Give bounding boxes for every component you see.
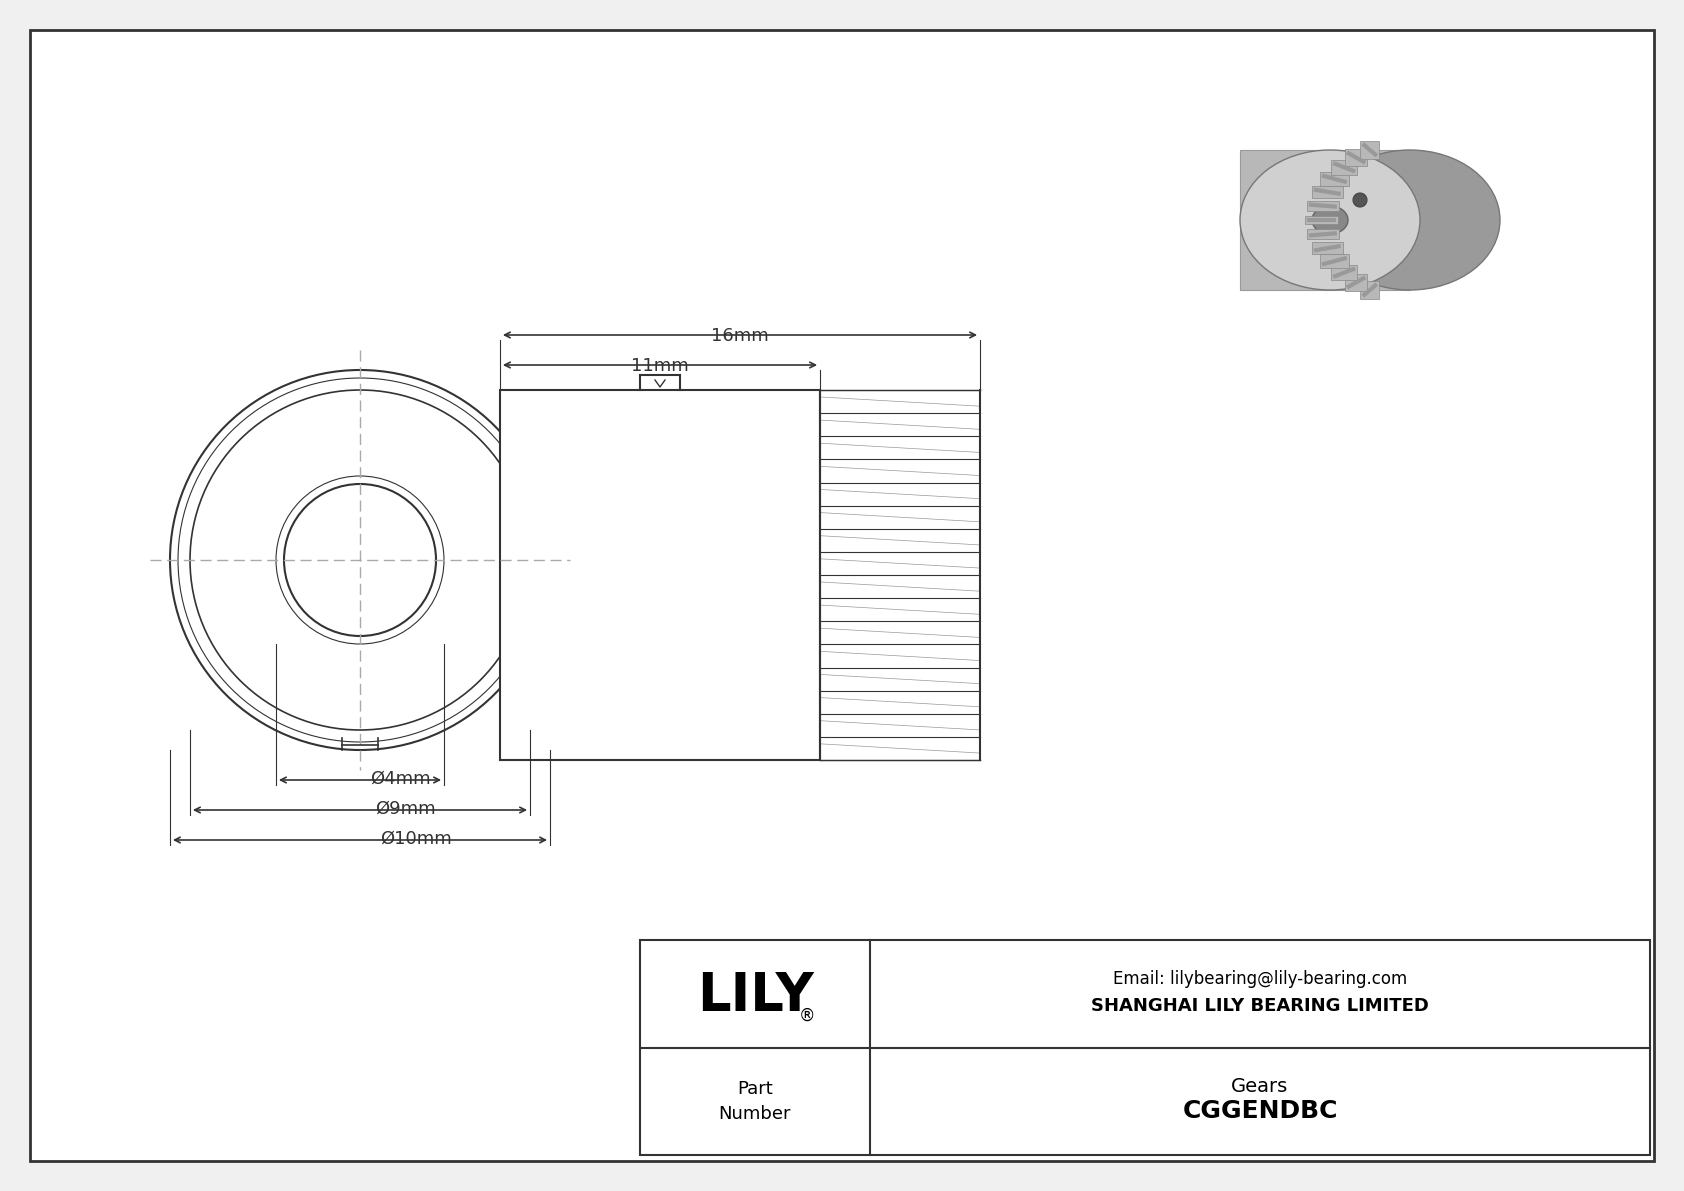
Text: LILY: LILY <box>697 969 813 1022</box>
FancyBboxPatch shape <box>1320 255 1349 268</box>
Text: 11mm: 11mm <box>632 357 689 375</box>
FancyBboxPatch shape <box>1312 242 1342 254</box>
FancyBboxPatch shape <box>1305 216 1337 224</box>
FancyBboxPatch shape <box>1361 142 1379 158</box>
Text: Ø10mm: Ø10mm <box>381 830 451 848</box>
Text: Part
Number: Part Number <box>719 1080 791 1123</box>
FancyBboxPatch shape <box>1344 149 1367 166</box>
Text: 16mm: 16mm <box>711 328 770 345</box>
FancyBboxPatch shape <box>1330 160 1357 175</box>
FancyBboxPatch shape <box>30 30 1654 1161</box>
Bar <box>640 940 1650 1155</box>
FancyBboxPatch shape <box>1307 201 1339 211</box>
FancyBboxPatch shape <box>1307 230 1339 239</box>
Ellipse shape <box>1239 150 1420 289</box>
Text: Gears: Gears <box>1231 1077 1288 1096</box>
Ellipse shape <box>1320 150 1500 289</box>
FancyBboxPatch shape <box>1320 173 1349 186</box>
Text: ®: ® <box>798 1006 815 1024</box>
FancyBboxPatch shape <box>1312 186 1342 198</box>
FancyBboxPatch shape <box>1239 150 1410 289</box>
Text: Ø9mm: Ø9mm <box>376 800 436 818</box>
Text: Email: lilybearing@lily-bearing.com: Email: lilybearing@lily-bearing.com <box>1113 969 1408 987</box>
Circle shape <box>1352 193 1367 207</box>
Bar <box>500 389 820 760</box>
Text: CGGENDBC: CGGENDBC <box>1182 1099 1337 1123</box>
Text: Ø4mm: Ø4mm <box>370 771 431 788</box>
FancyBboxPatch shape <box>1344 274 1367 291</box>
Ellipse shape <box>1312 206 1347 233</box>
Text: SHANGHAI LILY BEARING LIMITED: SHANGHAI LILY BEARING LIMITED <box>1091 997 1430 1015</box>
FancyBboxPatch shape <box>1361 281 1379 299</box>
FancyBboxPatch shape <box>1330 266 1357 280</box>
